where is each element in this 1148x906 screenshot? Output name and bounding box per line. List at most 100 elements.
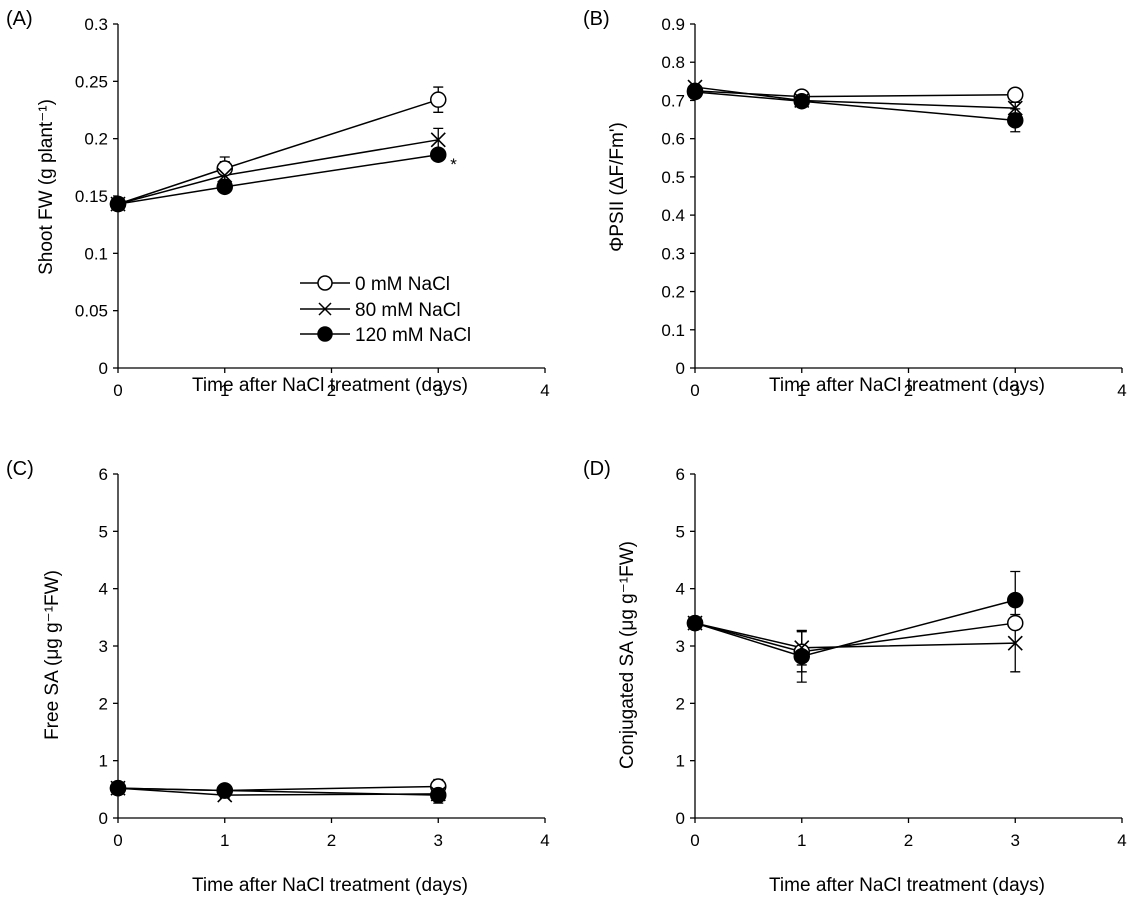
x-tick-label: 1 — [220, 831, 229, 850]
x-tick-label: 1 — [797, 831, 806, 850]
data-point-filled-circle — [430, 786, 447, 804]
y-tick-label: 0 — [99, 359, 108, 378]
y-tick-label: 0.2 — [661, 283, 685, 302]
panel-b-label: (B) — [583, 8, 610, 30]
x-tick-label: 3 — [1011, 381, 1020, 400]
panel-c-y-axis-title: Free SA (μg g⁻¹FW) — [42, 570, 63, 740]
x-tick-label: 3 — [434, 381, 443, 400]
panel-d-y-axis-title: Conjugated SA (μg g⁻¹FW) — [617, 541, 638, 769]
y-tick-label: 0.7 — [661, 91, 685, 110]
y-tick-label: 3 — [99, 637, 108, 656]
series-line-cross — [694, 86, 1016, 109]
x-tick-label: 0 — [113, 381, 122, 400]
data-point-filled-circle — [1007, 112, 1024, 129]
legend-label-80mm: 80 mM NaCl — [355, 300, 461, 321]
panel-c-x-axis-title: Time after NaCl treatment (days) — [192, 875, 468, 896]
x-tick-label: 2 — [327, 381, 336, 400]
x-tick-label: 0 — [690, 831, 699, 850]
y-tick-label: 0.25 — [75, 72, 108, 91]
y-tick-label: 0.4 — [661, 206, 685, 225]
legend: 0 mM NaCl 80 mM NaCl 120 mM NaCl — [300, 274, 471, 346]
series-line-cross — [117, 139, 439, 205]
panel-d-plot — [686, 570, 1024, 683]
y-tick-label: 0 — [676, 809, 685, 828]
x-tick-label: 3 — [434, 831, 443, 850]
panel-b-plot — [686, 79, 1024, 133]
y-tick-label: 6 — [676, 465, 685, 484]
legend-marker-open-circle — [317, 275, 333, 291]
panel-b-axes: 0 0.1 0.2 0.3 0.4 0.5 0.6 0.7 0.8 0.9 0 1 2 3 4 — [661, 15, 1126, 400]
data-point-filled-circle — [686, 83, 704, 101]
legend-marker-cross — [318, 302, 332, 316]
panel-b-x-axis-title: Time after NaCl treatment (days) — [769, 375, 1045, 396]
y-tick-label: 1 — [99, 752, 108, 771]
x-tick-label: 1 — [220, 381, 229, 400]
panel-d-label: (D) — [583, 458, 611, 480]
data-point-filled-circle — [109, 195, 127, 213]
panel-b: (B) Time after NaCl treatment (days) ΦPS… — [583, 8, 1127, 400]
y-tick-label: 3 — [676, 637, 685, 656]
data-point-filled-circle — [216, 178, 233, 196]
data-point-open-circle — [1007, 86, 1024, 103]
series-line-filled-circle — [117, 153, 439, 205]
y-tick-label: 0.3 — [661, 244, 685, 263]
x-tick-label: 0 — [113, 831, 122, 850]
x-tick-label: 2 — [904, 831, 913, 850]
y-tick-label: 4 — [99, 580, 108, 599]
panel-a-y-axis-title: Shoot FW (g plant⁻¹) — [36, 99, 57, 275]
data-point-filled-circle — [109, 779, 127, 797]
significance-annotation: * — [450, 155, 457, 174]
x-tick-label: 1 — [797, 381, 806, 400]
panel-c-axes: 0 1 2 3 4 5 6 0 1 2 3 4 — [99, 465, 550, 850]
y-tick-label: 0.15 — [75, 187, 108, 206]
y-tick-label: 5 — [676, 522, 685, 541]
y-tick-label: 2 — [676, 694, 685, 713]
x-tick-label: 2 — [904, 381, 913, 400]
y-tick-label: 0.05 — [75, 302, 108, 321]
y-tick-label: 1 — [676, 752, 685, 771]
panel-a: (A) Time after NaCl treatment (days) Sho… — [6, 8, 550, 400]
data-point-cross — [1007, 635, 1023, 651]
data-point-filled-circle — [430, 146, 447, 163]
x-tick-label: 3 — [1011, 831, 1020, 850]
x-tick-label: 4 — [540, 831, 549, 850]
y-tick-label: 0.1 — [661, 321, 685, 340]
data-point-open-circle — [1007, 614, 1024, 632]
panel-a-plot: * — [109, 86, 457, 213]
panel-a-x-axis-title: Time after NaCl treatment (days) — [192, 375, 468, 396]
panel-d-axes: 0 1 2 3 4 5 6 0 1 2 3 4 — [676, 465, 1127, 850]
data-point-filled-circle — [686, 614, 704, 632]
y-tick-label: 0 — [99, 809, 108, 828]
y-tick-label: 4 — [676, 580, 685, 599]
legend-label-120mm: 120 mM NaCl — [355, 325, 471, 346]
data-point-filled-circle — [793, 648, 810, 665]
panel-a-axes: 0 0.05 0.1 0.15 0.2 0.25 0.3 0 1 2 3 4 — [75, 15, 550, 400]
y-tick-label: 0.3 — [84, 15, 108, 34]
y-tick-label: 0.9 — [661, 15, 685, 34]
data-point-filled-circle — [216, 782, 233, 799]
x-tick-label: 4 — [540, 381, 549, 400]
y-tick-label: 0.5 — [661, 168, 685, 187]
series-line-filled-circle — [694, 599, 1016, 658]
x-tick-label: 4 — [1117, 381, 1126, 400]
y-tick-label: 0.8 — [661, 53, 685, 72]
legend-marker-filled-circle — [317, 326, 333, 342]
data-point-cross — [430, 132, 446, 148]
panel-d-x-axis-title: Time after NaCl treatment (days) — [769, 875, 1045, 896]
data-point-open-circle — [430, 91, 447, 108]
y-tick-label: 0.1 — [84, 244, 108, 263]
y-tick-label: 5 — [99, 522, 108, 541]
y-tick-label: 0.6 — [661, 130, 685, 149]
panel-c: (C) Time after NaCl treatment (days) Fre… — [6, 458, 550, 896]
y-tick-label: 2 — [99, 694, 108, 713]
data-point-filled-circle — [793, 92, 810, 110]
legend-label-0mm: 0 mM NaCl — [355, 274, 450, 295]
y-tick-label: 6 — [99, 465, 108, 484]
data-point-open-circle — [216, 160, 233, 177]
y-tick-label: 0 — [676, 359, 685, 378]
x-tick-label: 4 — [1117, 831, 1126, 850]
panel-d: (D) Time after NaCl treatment (days) Con… — [583, 458, 1127, 896]
data-point-filled-circle — [1007, 591, 1024, 609]
y-tick-label: 0.2 — [84, 130, 108, 149]
